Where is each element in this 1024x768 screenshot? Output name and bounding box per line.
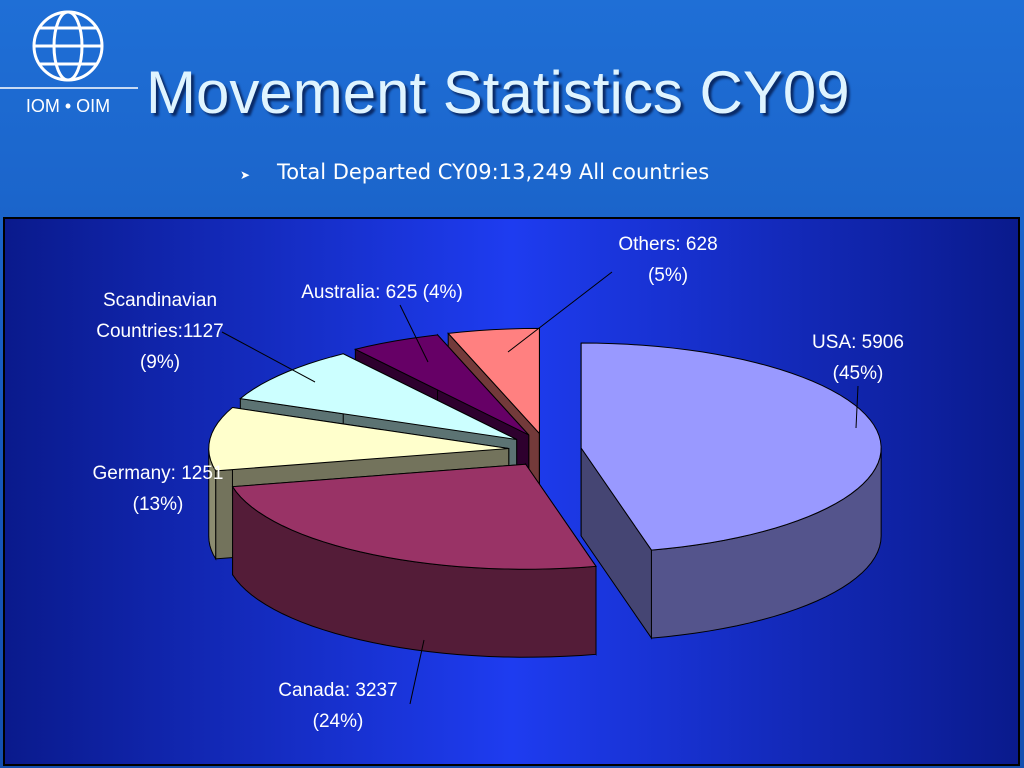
slice-label: Germany: 1251 [93, 463, 224, 484]
slice-label: (5%) [648, 265, 688, 286]
slice-label: (24%) [313, 711, 364, 732]
labels: USA: 5906 (45%) Canada: 3237 (24%) Germany: … [93, 234, 904, 732]
pie-slice [447, 327, 540, 435]
logo: IOM • OIM [0, 10, 138, 116]
pie-slice [353, 334, 530, 436]
slice-label: Others: 628 [618, 234, 717, 255]
pie [208, 327, 882, 658]
leader-line [855, 385, 859, 429]
pie-slice [580, 342, 882, 551]
bullet: ➤ [240, 168, 251, 182]
slice-label: Scandinavian [103, 290, 217, 311]
slice-label: USA: 5906 [812, 332, 904, 353]
slide-title: Movement Statistics CY09 [146, 59, 850, 126]
leader-line [409, 639, 425, 705]
pie-slice [208, 407, 509, 472]
logo-globe [32, 10, 104, 82]
slice-label: (45%) [833, 363, 884, 384]
slice-label: (13%) [133, 494, 184, 515]
slice-label: Australia: 625 (4%) [301, 282, 463, 303]
leader-line [507, 271, 613, 353]
slice-label: (9%) [140, 352, 180, 373]
pie-slice [231, 463, 597, 570]
slice-label: Canada: 3237 [278, 680, 397, 701]
slice-label: Countries:1127 [96, 321, 223, 342]
pie-slice [239, 353, 517, 440]
leader-line [221, 331, 316, 383]
slide-subtitle: Total Departed CY09:13,249 All countries [277, 160, 710, 184]
leader-line [399, 304, 429, 363]
logo-text: IOM • OIM [26, 96, 110, 116]
